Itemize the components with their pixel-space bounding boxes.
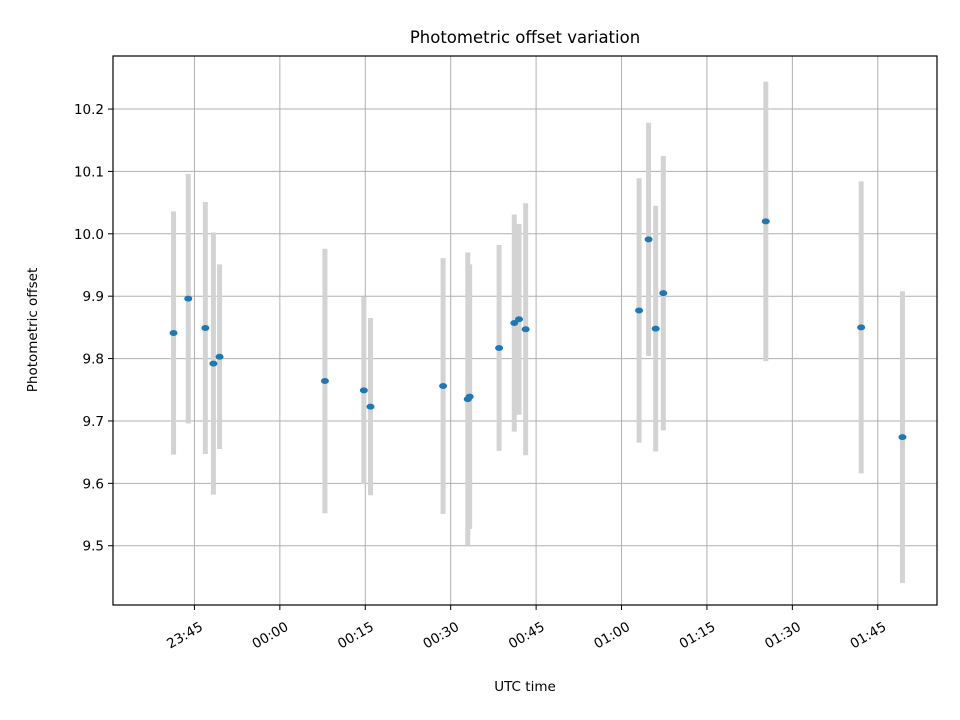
data-point xyxy=(465,393,474,400)
x-tick-label: 01:45 xyxy=(847,619,889,652)
data-point xyxy=(184,295,193,302)
y-tick-label: 9.6 xyxy=(83,476,104,492)
x-tick-label: 01:00 xyxy=(591,619,633,652)
chart-title: Photometric offset variation xyxy=(410,28,640,47)
x-axis-label: UTC time xyxy=(494,679,556,695)
data-point xyxy=(359,387,368,394)
data-point xyxy=(215,353,224,360)
data-point xyxy=(635,307,644,314)
x-tick-label: 01:15 xyxy=(677,619,719,652)
x-tick-label: 01:30 xyxy=(762,619,804,652)
data-point xyxy=(521,326,530,333)
y-axis-label: Photometric offset xyxy=(25,268,41,392)
plot-frame xyxy=(112,55,938,606)
y-tick-label: 10.2 xyxy=(74,102,104,118)
y-tick-label: 9.7 xyxy=(83,414,104,430)
data-point xyxy=(320,378,329,385)
errorbars xyxy=(171,81,905,584)
x-tick-label: 00:15 xyxy=(335,619,377,652)
data-point xyxy=(515,316,524,323)
data-point xyxy=(651,325,660,332)
data-point xyxy=(510,320,519,327)
data-point xyxy=(898,434,907,441)
data-point xyxy=(201,325,210,332)
data-point xyxy=(857,324,866,331)
x-tick-label: 00:00 xyxy=(250,619,292,652)
data-point xyxy=(495,344,504,351)
data-point xyxy=(366,403,375,410)
y-tick-label: 9.5 xyxy=(83,539,104,555)
y-tick-label: 10.0 xyxy=(74,227,104,243)
x-tick-label: 00:30 xyxy=(420,619,462,652)
data-point xyxy=(761,218,770,225)
data-point xyxy=(209,360,218,367)
y-tick-label: 9.8 xyxy=(83,352,104,368)
data-points xyxy=(169,218,907,441)
x-tick-label: 00:45 xyxy=(506,619,548,652)
data-point xyxy=(644,236,653,243)
y-tick-label: 10.1 xyxy=(74,164,104,180)
data-point xyxy=(659,290,668,297)
data-point xyxy=(439,383,448,390)
data-point xyxy=(169,329,178,336)
x-tick-label: 23:45 xyxy=(164,619,206,652)
y-tick-label: 9.9 xyxy=(83,289,104,305)
